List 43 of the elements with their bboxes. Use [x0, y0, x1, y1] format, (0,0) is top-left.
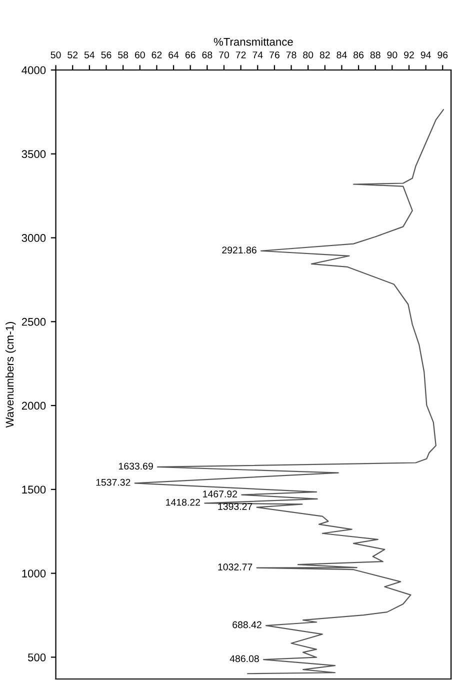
y-tick-label: 500 — [28, 653, 46, 662]
annotation: 1537.32 — [96, 478, 130, 486]
x-tick-label: 54 — [84, 52, 95, 58]
x-tick-label: 52 — [68, 51, 78, 58]
x-axis-title: %Transmittance — [214, 38, 293, 46]
annotation: 1633.69 — [118, 462, 153, 470]
y-axis-title: Wavenumbers (cm-1) — [5, 322, 16, 428]
y-tick-label: 1000 — [22, 570, 46, 578]
annotation: 2921.86 — [222, 246, 256, 254]
x-tick-label: 80 — [303, 51, 314, 58]
annotation: 1393.27 — [218, 503, 252, 510]
y-tick-label: 1500 — [22, 486, 46, 494]
y-tick-label: 4000 — [22, 66, 46, 74]
x-tick-label: 74 — [252, 52, 263, 58]
x-tick-label: 72 — [236, 51, 246, 58]
x-tick-label: 50 — [50, 51, 61, 58]
x-tick-label: 68 — [202, 51, 212, 58]
x-tick-label: 66 — [185, 51, 196, 58]
x-tick-label: 56 — [101, 51, 112, 58]
x-tick-label: 82 — [320, 51, 330, 58]
x-tick-label: 78 — [286, 51, 296, 58]
x-tick-label: 96 — [438, 51, 448, 58]
y-tick-label: 2000 — [22, 402, 46, 410]
x-tick-label: 60 — [134, 51, 145, 58]
x-tick-label: 94 — [420, 51, 431, 58]
annotation: 1467.92 — [203, 490, 237, 498]
x-tick-label: 64 — [168, 51, 179, 58]
y-tick-label: 2500 — [22, 318, 46, 326]
x-tick-label: 76 — [270, 51, 280, 58]
annotation: 1032.77 — [218, 564, 252, 570]
x-tick-label: 62 — [152, 51, 162, 58]
annotation: 688.42 — [232, 621, 262, 628]
x-tick-label: 90 — [387, 51, 398, 58]
x-tick-label: 84 — [336, 51, 347, 58]
x-tick-label: 88 — [370, 51, 380, 58]
y-tick-label: 3000 — [22, 234, 46, 242]
y-tick-label: 3500 — [22, 150, 46, 158]
x-tick-label: 58 — [118, 51, 128, 58]
annotation: 486.08 — [230, 655, 259, 662]
x-tick-label: 92 — [404, 51, 414, 58]
x-tick-label: 86 — [354, 51, 364, 58]
x-tick-label: 70 — [219, 51, 230, 58]
annotation: 1418.22 — [166, 498, 200, 506]
